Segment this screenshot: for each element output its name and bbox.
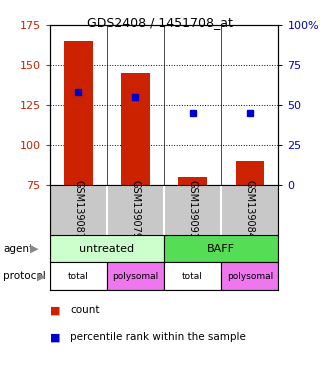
Text: ■: ■ — [50, 305, 60, 315]
Text: total: total — [182, 271, 203, 281]
Text: GSM139091: GSM139091 — [188, 180, 198, 239]
Bar — [221, 262, 278, 290]
Text: GDS2408 / 1451708_at: GDS2408 / 1451708_at — [87, 16, 233, 29]
Bar — [50, 235, 164, 262]
Bar — [121, 73, 150, 185]
Text: ■: ■ — [50, 332, 60, 342]
Bar — [107, 262, 164, 290]
Bar — [50, 262, 107, 290]
Text: protocol: protocol — [3, 271, 46, 281]
Text: ▶: ▶ — [30, 244, 39, 254]
Text: ▶: ▶ — [37, 271, 45, 281]
Text: untreated: untreated — [79, 244, 134, 254]
Text: BAFF: BAFF — [207, 244, 235, 254]
Text: GSM139087: GSM139087 — [73, 180, 83, 240]
Text: GSM139079: GSM139079 — [131, 180, 140, 240]
Text: polysomal: polysomal — [112, 271, 158, 281]
Bar — [164, 262, 221, 290]
Text: polysomal: polysomal — [227, 271, 273, 281]
Text: total: total — [68, 271, 89, 281]
Text: agent: agent — [3, 244, 33, 254]
Text: GSM139084: GSM139084 — [245, 180, 255, 239]
Bar — [178, 177, 207, 185]
Bar — [164, 235, 278, 262]
Bar — [236, 161, 264, 185]
Text: count: count — [70, 305, 100, 315]
Text: percentile rank within the sample: percentile rank within the sample — [70, 332, 246, 342]
Bar — [64, 41, 92, 185]
